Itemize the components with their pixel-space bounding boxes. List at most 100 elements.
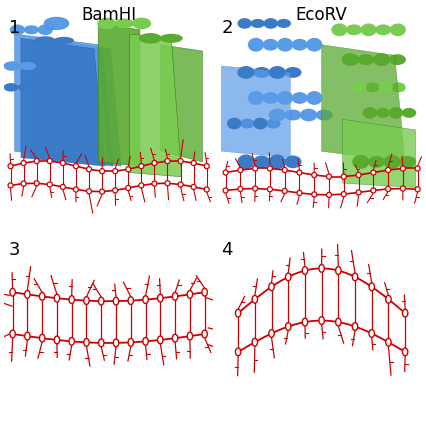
Circle shape	[202, 288, 207, 296]
Ellipse shape	[248, 38, 264, 52]
Polygon shape	[21, 38, 104, 166]
Ellipse shape	[97, 17, 116, 29]
Polygon shape	[130, 34, 182, 177]
Ellipse shape	[277, 38, 293, 52]
Circle shape	[40, 334, 45, 342]
Ellipse shape	[390, 23, 406, 36]
Ellipse shape	[253, 67, 270, 78]
Circle shape	[139, 164, 144, 169]
Circle shape	[84, 297, 89, 305]
Circle shape	[34, 181, 39, 186]
Circle shape	[403, 309, 408, 317]
Circle shape	[415, 166, 420, 171]
Ellipse shape	[306, 38, 322, 52]
Ellipse shape	[389, 54, 406, 65]
Ellipse shape	[24, 25, 39, 35]
Circle shape	[253, 166, 258, 171]
Ellipse shape	[115, 18, 134, 29]
Ellipse shape	[35, 36, 55, 45]
Circle shape	[386, 187, 391, 192]
Text: 1: 1	[9, 19, 20, 37]
Circle shape	[191, 184, 196, 190]
Circle shape	[73, 164, 78, 169]
Polygon shape	[29, 38, 113, 166]
Circle shape	[113, 339, 119, 347]
Ellipse shape	[237, 155, 255, 170]
Circle shape	[34, 158, 39, 164]
Circle shape	[302, 318, 308, 326]
Circle shape	[8, 183, 13, 188]
Circle shape	[25, 291, 30, 298]
Ellipse shape	[277, 91, 293, 105]
Circle shape	[86, 189, 92, 194]
Ellipse shape	[292, 39, 308, 51]
Ellipse shape	[306, 91, 322, 105]
Ellipse shape	[331, 23, 348, 36]
Polygon shape	[161, 45, 203, 162]
Circle shape	[178, 158, 183, 164]
Circle shape	[84, 339, 89, 346]
Polygon shape	[37, 38, 121, 166]
Circle shape	[139, 183, 144, 188]
Circle shape	[336, 318, 341, 326]
Ellipse shape	[253, 118, 268, 130]
Circle shape	[223, 188, 228, 193]
Circle shape	[356, 190, 361, 195]
Circle shape	[113, 297, 119, 305]
Ellipse shape	[10, 25, 25, 35]
Circle shape	[369, 330, 374, 337]
Circle shape	[386, 338, 391, 346]
Circle shape	[238, 167, 243, 173]
Circle shape	[21, 181, 26, 186]
Circle shape	[25, 332, 30, 340]
Circle shape	[341, 192, 346, 197]
Circle shape	[165, 181, 170, 186]
Ellipse shape	[352, 81, 367, 93]
Circle shape	[252, 338, 258, 346]
Ellipse shape	[399, 156, 416, 168]
Circle shape	[204, 164, 209, 169]
Ellipse shape	[391, 82, 406, 92]
Circle shape	[54, 294, 60, 302]
Ellipse shape	[389, 107, 403, 119]
Ellipse shape	[227, 118, 242, 130]
Polygon shape	[322, 45, 405, 162]
Ellipse shape	[139, 33, 162, 44]
Circle shape	[173, 293, 178, 300]
Circle shape	[40, 293, 45, 300]
Ellipse shape	[240, 118, 254, 129]
Ellipse shape	[44, 17, 69, 30]
Circle shape	[336, 267, 341, 274]
Circle shape	[69, 337, 75, 345]
Circle shape	[400, 186, 406, 191]
Circle shape	[8, 164, 13, 169]
Text: BamHI: BamHI	[81, 6, 136, 24]
Ellipse shape	[266, 118, 281, 129]
Text: 4: 4	[222, 241, 233, 259]
Circle shape	[187, 291, 193, 298]
Circle shape	[98, 339, 104, 347]
Circle shape	[128, 339, 133, 346]
Ellipse shape	[3, 83, 18, 92]
Ellipse shape	[160, 34, 183, 43]
Circle shape	[386, 295, 391, 303]
Circle shape	[238, 187, 243, 192]
Circle shape	[371, 170, 376, 175]
Ellipse shape	[250, 19, 265, 28]
Circle shape	[21, 161, 26, 166]
Ellipse shape	[17, 84, 32, 91]
Ellipse shape	[357, 54, 374, 65]
Polygon shape	[343, 119, 416, 187]
Ellipse shape	[264, 18, 278, 29]
Polygon shape	[222, 66, 291, 158]
Polygon shape	[14, 34, 109, 162]
Ellipse shape	[342, 53, 359, 66]
Circle shape	[152, 181, 157, 186]
Circle shape	[100, 169, 105, 174]
Circle shape	[165, 158, 170, 164]
Ellipse shape	[269, 155, 286, 170]
Circle shape	[47, 182, 52, 187]
Circle shape	[158, 294, 163, 302]
Ellipse shape	[300, 109, 317, 121]
Circle shape	[10, 288, 15, 296]
